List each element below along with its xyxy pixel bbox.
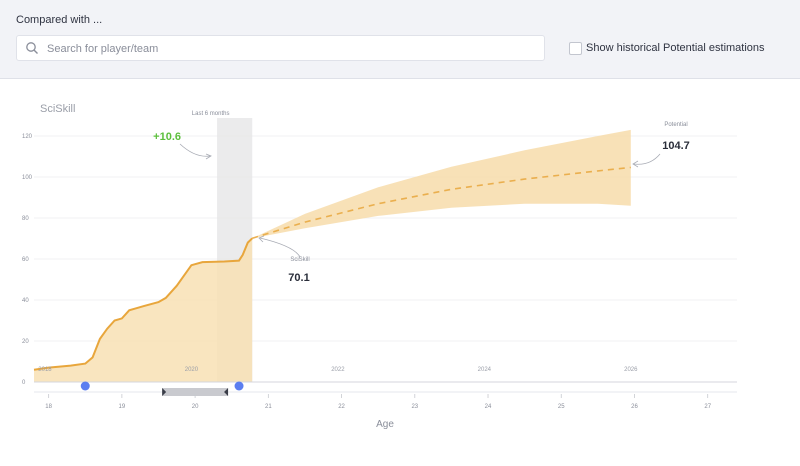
- x-axis-label: Age: [376, 419, 394, 430]
- x-tick-label: 23: [411, 404, 418, 410]
- x-tick-label: 25: [558, 404, 565, 410]
- y-tick-label: 20: [22, 339, 29, 345]
- year-tick-label: 2026: [624, 367, 638, 373]
- year-tick-label: 2024: [478, 367, 492, 373]
- year-tick-label: 2022: [331, 367, 345, 373]
- potential-callout-label: Potential: [664, 122, 687, 128]
- y-tick-label: 0: [22, 380, 26, 386]
- slider-right-handle[interactable]: [224, 388, 229, 396]
- search-icon: [26, 42, 38, 54]
- sciskill-chart: SciSkill 0 20 40 60 80 100 120 Last 6 months 2…: [22, 103, 737, 430]
- y-tick-label: 120: [22, 134, 33, 140]
- potential-arrowhead: [632, 160, 639, 168]
- sciskill-arrow: [259, 237, 301, 258]
- projection-line: [251, 166, 631, 240]
- potential-band: [252, 129, 631, 239]
- sciskill-arrowhead: [258, 235, 265, 243]
- y-tick-label: 60: [22, 257, 29, 263]
- recent-change-value: +10.6: [153, 131, 181, 143]
- year-ticks: 2018 2020 2022 2024 2026: [38, 367, 638, 373]
- search-box[interactable]: [16, 35, 545, 61]
- x-tick-label: 24: [485, 404, 492, 410]
- sciskill-callout-label: SciSkill: [290, 257, 309, 263]
- history-line: [33, 237, 253, 371]
- slider-left-handle[interactable]: [162, 388, 167, 396]
- year-tick-label: 2018: [38, 367, 52, 373]
- grid: [34, 135, 737, 342]
- slider-window[interactable]: [162, 388, 229, 396]
- recent-change-arrow: [179, 143, 211, 157]
- x-tick-label: 26: [631, 404, 638, 410]
- historical-potential-checkbox[interactable]: [569, 42, 582, 55]
- range-start-handle[interactable]: [80, 381, 90, 391]
- compare-panel: Compared with ... Show historical Potent…: [0, 0, 800, 79]
- compare-title: Compared with ...: [16, 14, 103, 26]
- historical-potential-label: Show historical Potential estimations: [586, 42, 765, 54]
- search-input[interactable]: [45, 37, 529, 61]
- sciskill-value: 70.1: [288, 272, 309, 284]
- history-area: [34, 238, 253, 382]
- chart-title: SciSkill: [40, 103, 75, 115]
- x-tick-label: 27: [704, 404, 711, 410]
- y-tick-label: 100: [22, 175, 33, 181]
- y-tick-label: 80: [22, 216, 29, 222]
- x-tick-label: 19: [119, 404, 126, 410]
- x-tick-label: 18: [45, 404, 52, 410]
- x-tick-label: 22: [338, 404, 345, 410]
- year-tick-label: 2020: [185, 367, 199, 373]
- y-tick-label: 40: [22, 298, 29, 304]
- x-axis-ticks: 18 19 20 21 22 23 24 25 26 27: [45, 394, 712, 410]
- recent-change-arrowhead: [205, 153, 212, 160]
- potential-value: 104.7: [662, 140, 690, 152]
- potential-arrow: [633, 153, 661, 165]
- x-tick-label: 21: [265, 404, 272, 410]
- x-tick-label: 20: [192, 404, 199, 410]
- range-end-handle[interactable]: [234, 381, 244, 391]
- y-axis-ticks: 0 20 40 60 80 100 120: [22, 134, 33, 386]
- last-6-months-label: Last 6 months: [192, 111, 230, 117]
